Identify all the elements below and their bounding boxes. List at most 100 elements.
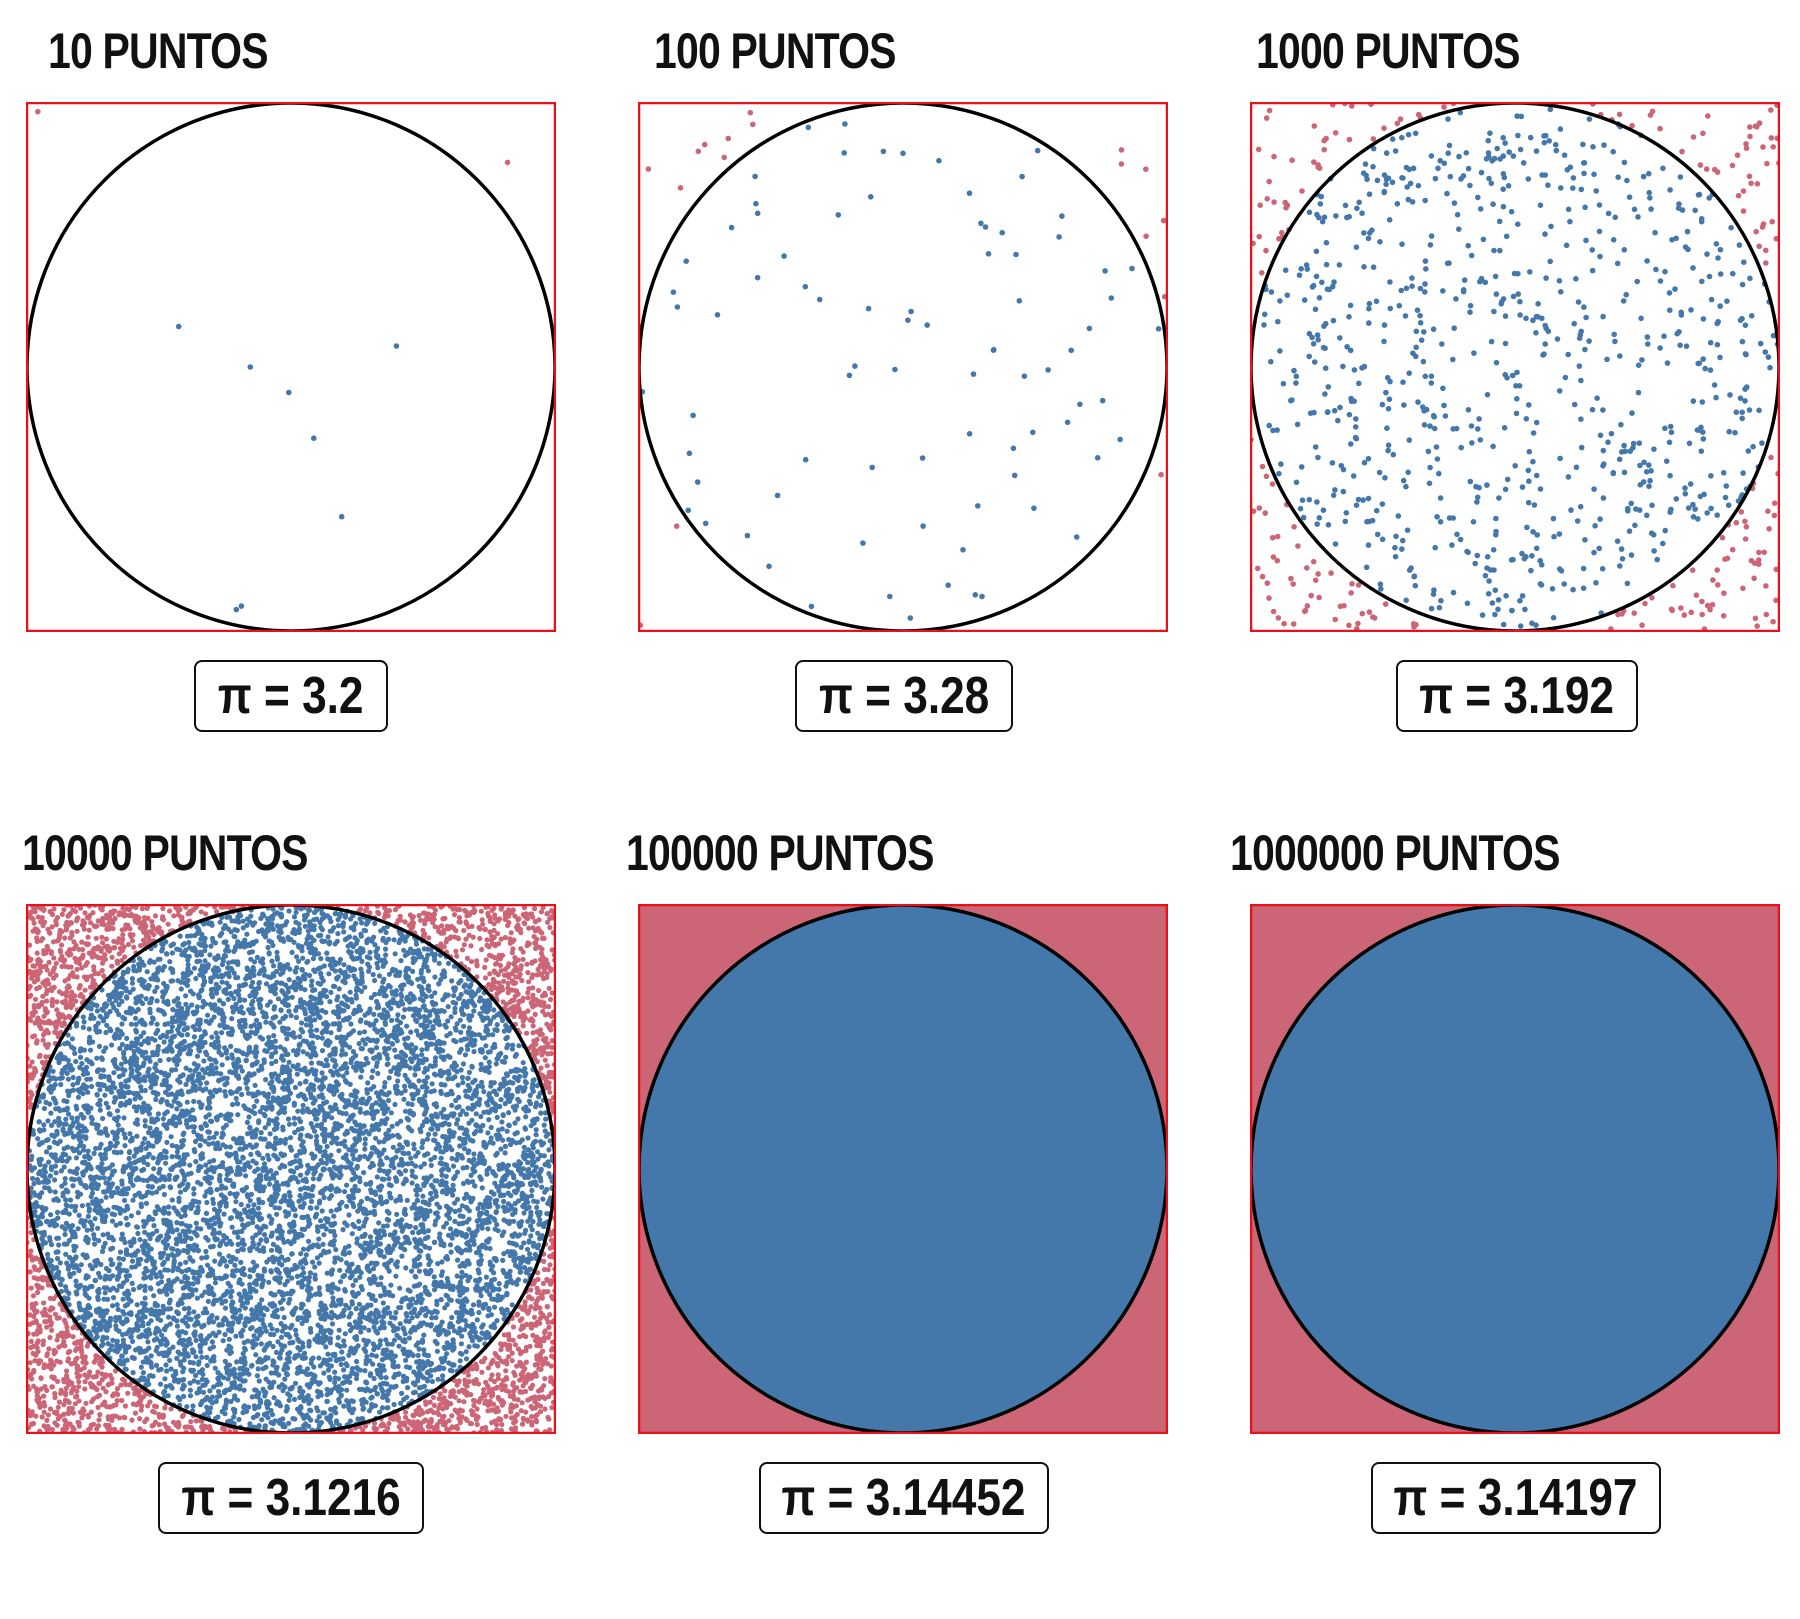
outside-point (1346, 622, 1352, 629)
inside-point (494, 1114, 500, 1120)
inside-point (100, 1313, 106, 1319)
inside-point (1522, 606, 1528, 613)
inside-point (1530, 529, 1536, 535)
inside-point (1508, 208, 1515, 215)
inside-point (1512, 463, 1518, 469)
inside-point (1465, 407, 1472, 413)
inside-point (145, 1339, 151, 1345)
inside-point (1468, 252, 1475, 259)
outside-point (74, 928, 80, 934)
inside-point (295, 1108, 301, 1114)
inside-point (189, 1368, 195, 1374)
inside-point (179, 1168, 185, 1174)
inside-point (1715, 318, 1721, 325)
inside-point (1476, 484, 1482, 491)
inside-point (89, 1226, 95, 1232)
inside-point (1362, 161, 1369, 167)
outside-point (360, 1427, 366, 1433)
outside-point (540, 1280, 547, 1286)
inside-point (1565, 351, 1571, 358)
inside-point (1422, 289, 1428, 295)
outside-point (1719, 534, 1726, 541)
inside-point (1436, 470, 1442, 477)
inside-point (1374, 531, 1381, 538)
inside-point (421, 1175, 427, 1181)
inside-point (1624, 177, 1630, 184)
outside-point (461, 1399, 467, 1405)
inside-point (1591, 171, 1597, 178)
outside-point (1740, 585, 1746, 592)
outside-point (1699, 598, 1705, 605)
inside-point (1320, 507, 1327, 513)
outside-point (725, 135, 732, 142)
inside-point (1615, 174, 1621, 180)
inside-point (328, 1412, 334, 1418)
inside-point (416, 1346, 422, 1352)
outside-point (526, 979, 532, 985)
outside-point (1370, 136, 1377, 142)
inside-point (1475, 426, 1481, 432)
inside-point (260, 1104, 266, 1111)
inside-point (134, 1302, 140, 1308)
inside-point (1383, 150, 1390, 156)
inside-point (972, 592, 979, 598)
inside-point (865, 305, 872, 312)
inside-point (1019, 173, 1025, 180)
inside-point (199, 1293, 205, 1299)
inside-point (113, 1222, 119, 1228)
outside-point (1289, 157, 1295, 163)
outside-point (469, 1412, 475, 1418)
inside-point (1484, 554, 1491, 560)
inside-point (1636, 440, 1643, 447)
inside-point (337, 956, 343, 963)
inside-point (319, 1048, 326, 1054)
inside-point (109, 1001, 115, 1007)
inside-point (1759, 440, 1765, 446)
inside-point (1364, 518, 1370, 525)
inside-point (1699, 278, 1705, 285)
outside-point (1264, 196, 1270, 202)
inside-point (36, 1119, 42, 1125)
inside-point (396, 1343, 402, 1349)
inside-point (887, 593, 893, 600)
inside-point (1379, 401, 1386, 408)
inside-point (162, 1388, 168, 1394)
inside-point (1673, 496, 1680, 502)
inside-point (1293, 373, 1300, 380)
inside-point (113, 1095, 119, 1102)
inside-point (311, 435, 317, 442)
outside-point (1631, 610, 1637, 616)
inside-point (1733, 409, 1740, 416)
inside-point (144, 969, 150, 975)
outside-point (1332, 130, 1339, 136)
inside-point (1624, 580, 1631, 587)
inside-point (1268, 358, 1274, 365)
inside-point (347, 989, 353, 995)
outside-point (1264, 580, 1271, 586)
inside-point (702, 520, 709, 527)
inside-point (1440, 385, 1446, 392)
outside-point (532, 906, 538, 912)
inside-point (1458, 176, 1464, 182)
inside-point (1351, 367, 1358, 373)
outside-point (1770, 618, 1776, 625)
inside-point (1756, 407, 1762, 414)
outside-point (1747, 124, 1753, 130)
inside-point (445, 992, 451, 998)
inside-point (217, 1243, 223, 1249)
outside-point (1269, 481, 1276, 487)
inside-point (210, 1319, 217, 1325)
outside-point (1271, 153, 1277, 160)
outside-point (175, 1424, 181, 1430)
inside-point (1673, 235, 1679, 242)
inside-point (1746, 407, 1753, 413)
inside-point (1421, 329, 1427, 335)
inside-point (312, 996, 318, 1002)
outside-point (28, 1104, 34, 1110)
inside-point (254, 954, 260, 960)
inside-point (1651, 548, 1657, 554)
inside-point (1543, 132, 1549, 139)
outside-point (1259, 573, 1266, 580)
inside-point (386, 1176, 392, 1182)
inside-point (1437, 495, 1444, 501)
